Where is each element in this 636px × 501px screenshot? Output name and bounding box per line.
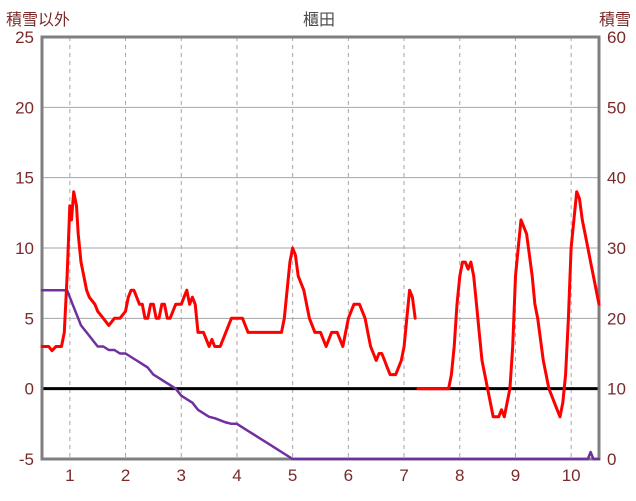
left-tick-label: -5	[19, 450, 34, 469]
series-other	[416, 190, 601, 419]
x-tick-label: 8	[455, 466, 464, 485]
right-tick-label: 60	[607, 28, 626, 47]
left-tick-label: 20	[15, 98, 34, 117]
left-tick-label: 10	[15, 239, 34, 258]
right-tick-label: 0	[607, 450, 616, 469]
x-tick-label: 4	[232, 466, 241, 485]
left-tick-label: 0	[25, 380, 34, 399]
x-tick-label: 7	[399, 466, 408, 485]
x-tick-label: 6	[344, 466, 353, 485]
right-tick-label: 10	[607, 380, 626, 399]
series-snow	[40, 288, 601, 461]
left-tick-label: 25	[15, 28, 34, 47]
x-tick-label: 3	[177, 466, 186, 485]
x-tick-label: 9	[511, 466, 520, 485]
x-tick-label: 10	[562, 466, 581, 485]
x-tick-label: 5	[288, 466, 297, 485]
chart-title: 櫃田	[302, 12, 335, 29]
right-tick-label: 20	[607, 309, 626, 328]
left-axis-title: 積雪以外	[6, 12, 71, 29]
series-other	[40, 190, 417, 377]
left-tick-label: 15	[15, 169, 34, 188]
right-axis-title: 積雪	[598, 12, 631, 29]
x-tick-label: 1	[65, 466, 74, 485]
right-tick-label: 50	[607, 98, 626, 117]
right-tick-label: 30	[607, 239, 626, 258]
right-tick-label: 40	[607, 169, 626, 188]
x-tick-label: 2	[121, 466, 130, 485]
left-tick-label: 5	[25, 309, 34, 328]
